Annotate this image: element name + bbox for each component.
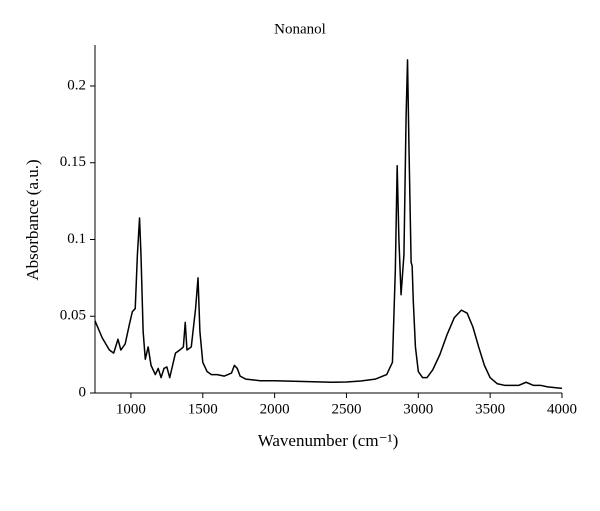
x-tick-label: 2500 <box>331 401 361 417</box>
x-tick-label: 3000 <box>403 401 433 417</box>
y-axis-label: Absorbance (a.u.) <box>23 159 42 280</box>
y-tick-label: 0.2 <box>67 77 86 93</box>
x-tick-label: 1000 <box>116 401 146 417</box>
x-tick-label: 2000 <box>260 401 290 417</box>
x-tick-label: 1500 <box>188 401 218 417</box>
y-tick-label: 0.05 <box>60 308 86 324</box>
x-tick-label: 3500 <box>475 401 505 417</box>
x-tick-label: 4000 <box>547 401 577 417</box>
y-tick-label: 0.15 <box>60 154 86 170</box>
y-tick-label: 0 <box>79 384 87 400</box>
x-axis-label: Wavenumber (cm⁻¹) <box>258 431 399 450</box>
spectrum-line <box>94 59 563 390</box>
y-tick-label: 0.1 <box>67 231 86 247</box>
chart-title: Nonanol <box>274 21 326 37</box>
